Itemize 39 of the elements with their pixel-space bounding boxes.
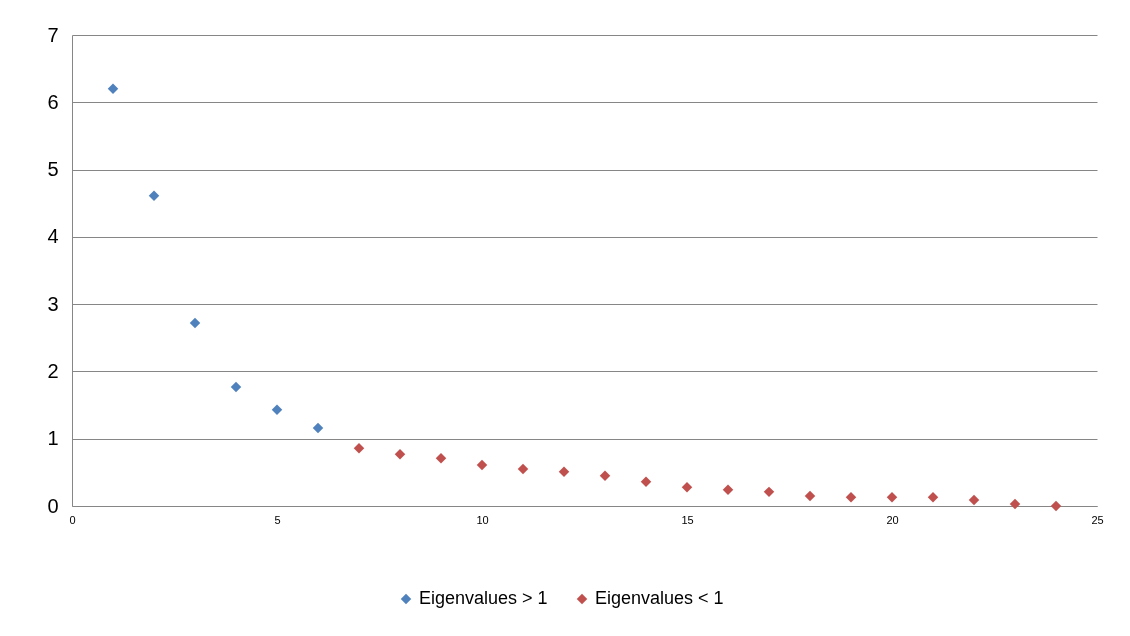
x-tick-label: 0 xyxy=(69,513,76,526)
y-tick-label: 4 xyxy=(47,225,59,248)
point xyxy=(845,492,857,503)
point xyxy=(312,422,324,434)
point xyxy=(722,484,734,496)
legend-label: Eigenvalues > 1 xyxy=(419,588,548,608)
point xyxy=(1050,500,1062,512)
point xyxy=(1009,498,1021,510)
x-tick-label: 5 xyxy=(274,513,281,526)
legend-label: Eigenvalues < 1 xyxy=(595,588,724,608)
x-tick-label: 20 xyxy=(886,513,899,526)
point xyxy=(886,492,898,503)
y-tick-label: 1 xyxy=(47,427,59,450)
point xyxy=(599,470,611,481)
y-tick-label: 7 xyxy=(47,23,59,46)
y-tick-label: 2 xyxy=(47,359,59,382)
y-tick-label: 5 xyxy=(47,158,59,181)
y-tick-label: 6 xyxy=(47,90,59,113)
x-tick-label: 15 xyxy=(681,513,694,526)
x-tick-label: 10 xyxy=(476,513,489,526)
point xyxy=(927,492,939,503)
point xyxy=(968,494,980,506)
point xyxy=(517,463,529,475)
y-tick-label: 3 xyxy=(47,292,59,315)
point xyxy=(476,459,488,471)
point xyxy=(763,486,775,498)
point xyxy=(640,476,652,488)
point xyxy=(271,404,283,416)
point xyxy=(189,317,201,329)
point xyxy=(435,452,447,464)
point xyxy=(804,490,816,502)
x-tick-label: 25 xyxy=(1091,513,1104,526)
point xyxy=(230,381,242,393)
point xyxy=(681,481,693,493)
point xyxy=(148,190,160,202)
point xyxy=(394,448,406,460)
point xyxy=(558,466,570,477)
point xyxy=(107,83,119,95)
point xyxy=(353,442,365,454)
